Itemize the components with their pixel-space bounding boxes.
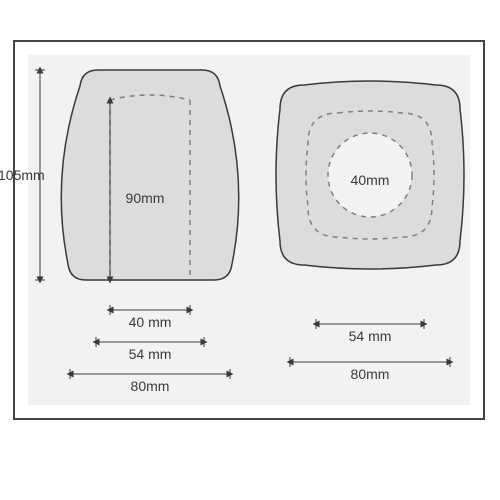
dim-label-40mm-left: 40 mm: [129, 314, 172, 330]
dim-label-54mm-right: 54 mm: [349, 328, 392, 344]
dim-label-54mm-left: 54 mm: [129, 346, 172, 362]
dim-label-80mm-left: 80mm: [131, 378, 170, 394]
left-barrel: [61, 70, 239, 280]
diagram-svg: [0, 0, 500, 500]
dim-label-80mm-right: 80mm: [351, 366, 390, 382]
dim-label-90mm: 90mm: [126, 190, 165, 206]
dim-label-105mm: 105mm: [0, 167, 45, 183]
dim-label-40mm-right: 40mm: [351, 172, 390, 188]
